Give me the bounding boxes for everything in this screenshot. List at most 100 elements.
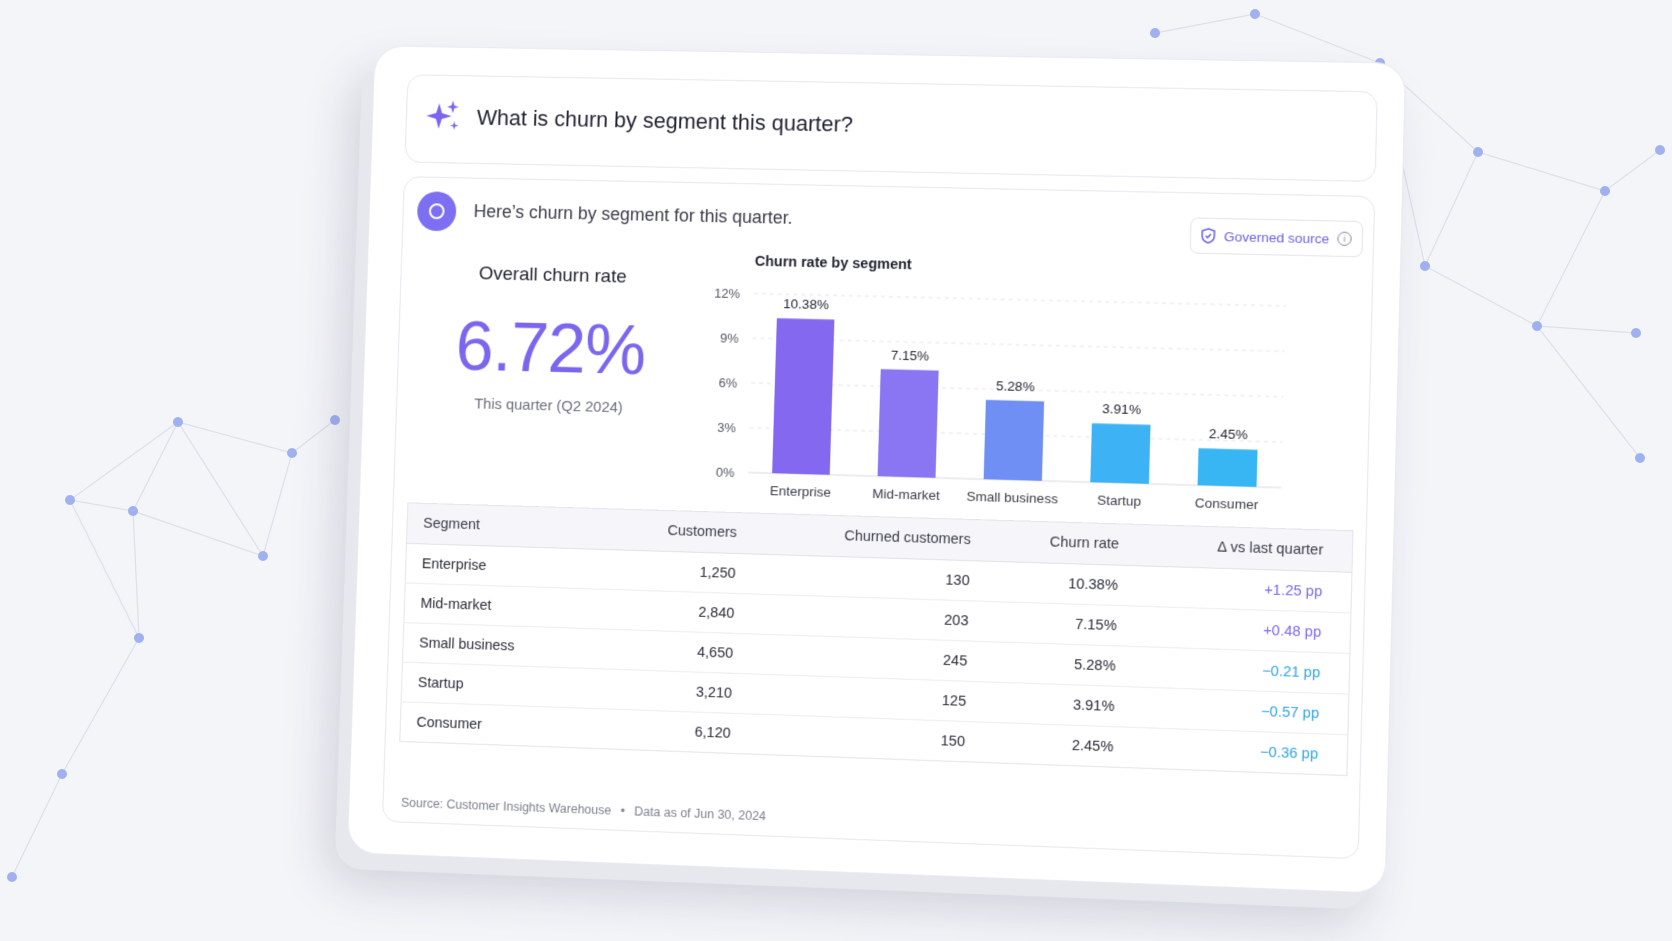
kpi-subtitle: This quarter (Q2 2024) <box>416 394 681 418</box>
network-node <box>65 495 75 505</box>
cell-customers: 6,120 <box>610 709 759 754</box>
network-edge <box>292 420 335 453</box>
cell-delta: −0.21 pp <box>1143 647 1349 694</box>
bar-value-label: 10.38% <box>783 296 829 312</box>
network-node <box>258 551 268 561</box>
footer-source: Source: Customer Insights Warehouse <box>401 796 612 818</box>
x-category-label: Small business <box>966 489 1058 507</box>
question-box: What is churn by segment this quarter? <box>404 74 1377 182</box>
network-edge <box>70 422 178 500</box>
cell-rate: 5.28% <box>995 642 1145 687</box>
kpi-value: 6.72% <box>417 305 684 391</box>
column-header-churned[interactable]: Churned customers <box>764 513 1000 561</box>
network-node <box>1600 186 1610 196</box>
network-node <box>330 415 340 425</box>
network-edge <box>1425 266 1537 326</box>
network-edge <box>133 422 178 511</box>
column-header-churn-rate[interactable]: Churn rate <box>998 520 1148 566</box>
segment-table: Segment Customers Churned customers Chur… <box>399 502 1353 776</box>
network-edge <box>1255 14 1380 63</box>
answer-intro: Here’s churn by segment for this quarter… <box>473 201 793 229</box>
network-edge <box>70 500 133 511</box>
bar <box>772 318 834 475</box>
network-node <box>1150 28 1160 38</box>
network-edge <box>133 511 139 638</box>
sparkle-icon <box>424 97 464 137</box>
network-edge <box>1537 191 1605 326</box>
kpi-label: Overall churn rate <box>421 262 686 290</box>
x-category-label: Mid-market <box>872 486 940 503</box>
question-text: What is churn by segment this quarter? <box>476 105 853 138</box>
x-category-label: Startup <box>1097 492 1141 509</box>
bar <box>1198 448 1258 487</box>
kpi-block: Overall churn rate 6.72% This quarter (Q… <box>416 256 685 418</box>
info-icon[interactable]: i <box>1337 232 1352 246</box>
cell-rate: 7.15% <box>996 602 1146 647</box>
cell-delta: −0.36 pp <box>1141 728 1348 776</box>
cell-customers: 2,840 <box>614 590 763 635</box>
network-edge <box>1537 326 1636 333</box>
cell-segment: Mid-market <box>404 583 615 629</box>
bar-value-label: 2.45% <box>1209 426 1248 442</box>
network-edge <box>133 511 263 556</box>
network-node <box>173 417 183 427</box>
network-node <box>128 506 138 516</box>
network-node <box>1635 453 1645 463</box>
y-tick-label: 6% <box>718 375 737 391</box>
column-header-customers[interactable]: Customers <box>616 509 765 554</box>
answer-panel: Here’s churn by segment for this quarter… <box>382 176 1375 859</box>
y-tick-label: 3% <box>717 420 736 436</box>
cell-segment: Consumer <box>400 702 611 749</box>
chart-canvas: 0% 3% 6% 9% 12% 10.38% Enterprise 7.15% Mid-mark… <box>688 241 1307 522</box>
cell-rate: 2.45% <box>993 722 1143 768</box>
answer-card: What is churn by segment this quarter? H… <box>347 45 1406 894</box>
footer-separator: • <box>620 804 625 818</box>
y-tick-label: 0% <box>716 465 735 481</box>
assistant-avatar-icon <box>417 191 457 231</box>
x-category-label: Consumer <box>1195 495 1259 512</box>
cell-segment: Enterprise <box>405 543 616 589</box>
footer-as-of: Data as of Jun 30, 2024 <box>634 804 766 823</box>
network-node <box>287 448 297 458</box>
network-node <box>1532 321 1542 331</box>
footer-note: Source: Customer Insights Warehouse • Da… <box>401 796 766 824</box>
y-tick-label: 9% <box>720 330 739 346</box>
bar <box>984 400 1045 481</box>
cell-delta: +1.25 pp <box>1146 566 1352 613</box>
network-edge <box>12 774 62 877</box>
network-node <box>57 769 67 779</box>
shield-check-icon <box>1201 228 1216 244</box>
network-node <box>134 633 144 643</box>
bar <box>878 369 939 478</box>
cell-customers: 4,650 <box>612 629 761 674</box>
governed-source-label: Governed source <box>1224 229 1330 246</box>
network-edge <box>1478 152 1605 191</box>
network-edge <box>263 453 292 556</box>
cell-delta: +0.48 pp <box>1145 606 1351 653</box>
cell-delta: −0.57 pp <box>1142 687 1349 735</box>
network-node <box>1655 145 1665 155</box>
bar <box>1090 423 1150 484</box>
cell-rate: 3.91% <box>994 682 1144 727</box>
network-node <box>1631 328 1641 338</box>
network-edge <box>62 638 139 774</box>
network-edge <box>1155 14 1255 33</box>
network-edge <box>1605 150 1660 191</box>
cell-customers: 3,210 <box>611 669 760 714</box>
cell-churned: 150 <box>758 714 994 763</box>
cell-customers: 1,250 <box>615 550 764 594</box>
network-node <box>1420 261 1430 271</box>
cell-rate: 10.38% <box>997 561 1147 606</box>
column-header-delta[interactable]: Δ vs last quarter <box>1147 525 1353 573</box>
network-edge <box>1425 152 1478 266</box>
x-category-label: Enterprise <box>770 483 832 500</box>
churn-bar-chart: Churn rate by segment 0% 3% 6% 9% 12% 10.38% E… <box>688 241 1307 522</box>
answer-card-stage: What is churn by segment this quarter? H… <box>347 45 1406 894</box>
y-tick-label: 12% <box>714 286 740 302</box>
bar-value-label: 3.91% <box>1102 401 1141 417</box>
network-node <box>7 872 17 882</box>
bar-value-label: 7.15% <box>891 347 930 363</box>
column-header-segment[interactable]: Segment <box>406 503 617 550</box>
network-edge <box>1537 326 1640 458</box>
network-edge <box>70 500 139 638</box>
